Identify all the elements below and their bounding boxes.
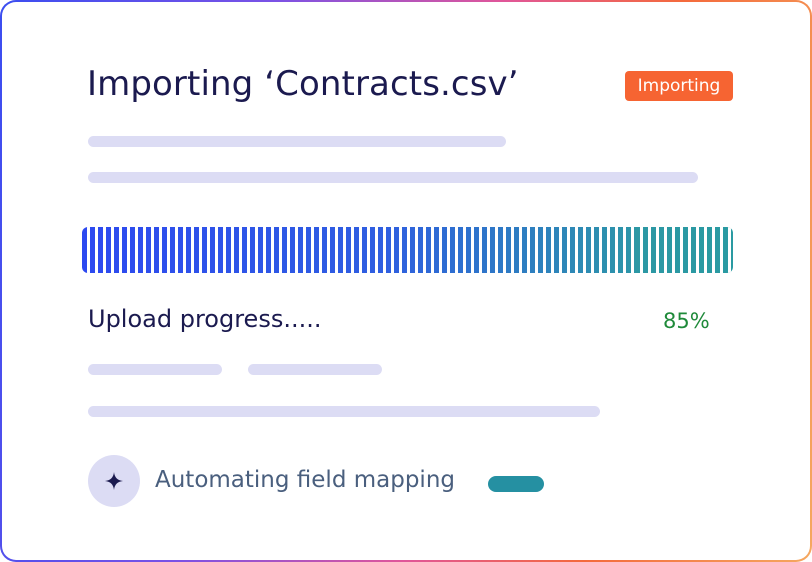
status-badge: Importing [625, 71, 733, 101]
skeleton-line-3 [88, 364, 222, 375]
skeleton-line-1 [88, 136, 506, 147]
skeleton-line-5 [88, 406, 600, 417]
automation-status-label: Automating field mapping [155, 467, 455, 493]
upload-progress-bar [82, 227, 733, 273]
sparkle-icon [105, 472, 123, 490]
upload-progress-percent: 85% [663, 309, 710, 333]
upload-progress-fill [82, 227, 636, 273]
skeleton-line-4 [248, 364, 382, 375]
sparkle-icon-badge [88, 455, 140, 507]
upload-progress-label: Upload progress..... [88, 305, 322, 333]
page-title: Importing ‘Contracts.csv’ [87, 64, 519, 104]
automation-indicator [488, 476, 544, 492]
upload-progress-remaining [635, 227, 733, 273]
skeleton-line-2 [88, 172, 698, 183]
